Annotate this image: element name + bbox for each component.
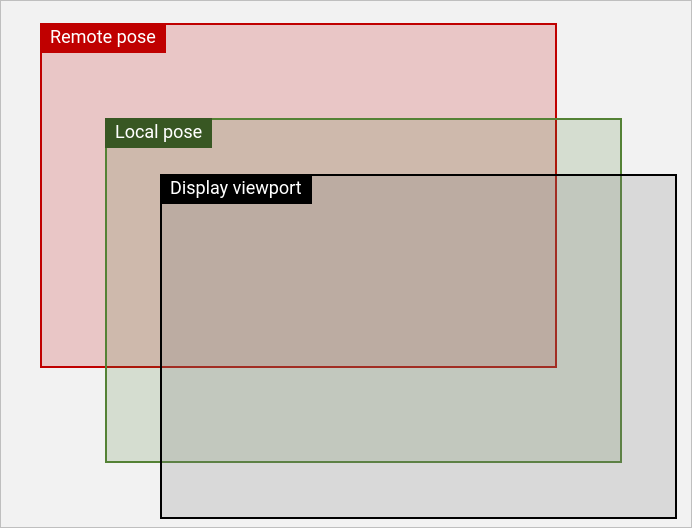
viewport-box — [160, 174, 677, 519]
viewport-label: Display viewport — [160, 174, 312, 204]
remote-label: Remote pose — [40, 23, 166, 53]
local-label: Local pose — [105, 118, 212, 148]
diagram-canvas: Remote pose Local pose Display viewport — [0, 0, 692, 528]
